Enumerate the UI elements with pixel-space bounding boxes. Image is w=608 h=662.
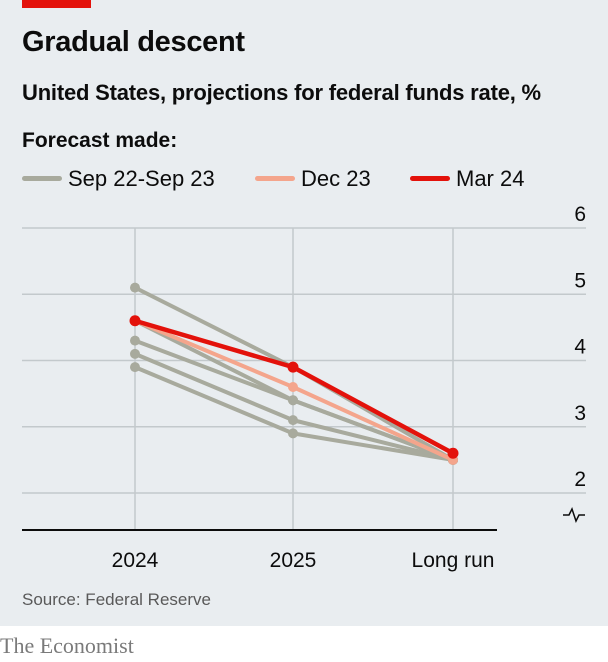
source-note: Source: Federal Reserve — [22, 590, 211, 609]
data-point — [129, 315, 141, 327]
x-tick-label: Long run — [412, 549, 495, 572]
brand-accent-tag — [22, 0, 91, 8]
data-point — [447, 447, 459, 459]
y-tick-label: 3 — [574, 402, 586, 425]
legend-swatch — [410, 176, 450, 181]
y-tick-label: 4 — [574, 336, 586, 359]
data-point — [130, 335, 140, 346]
data-point — [288, 395, 298, 406]
y-tick-label: 2 — [574, 468, 586, 491]
data-point — [130, 282, 140, 293]
chart-panel: Gradual descent United States, projectio… — [0, 0, 608, 626]
publisher-logo: The Economist — [0, 633, 134, 658]
legend-label: Sep 22-Sep 23 — [68, 166, 215, 191]
data-point — [130, 362, 140, 373]
data-point — [288, 428, 298, 439]
chart-title: Gradual descent — [22, 26, 245, 58]
chart-subtitle: United States, projections for federal f… — [22, 80, 541, 105]
legend-title: Forecast made: — [22, 129, 178, 152]
line-chart: 6 5 4 3 2 2024 2025 Long run — [22, 203, 586, 572]
x-tick-label: 2025 — [270, 549, 317, 572]
x-tick-label: 2024 — [112, 549, 159, 572]
data-point — [288, 415, 298, 426]
y-tick-label: 5 — [574, 269, 586, 292]
legend-label: Mar 24 — [456, 166, 525, 191]
data-point — [287, 361, 299, 373]
axis-break-icon — [563, 507, 585, 523]
y-tick-label: 6 — [574, 203, 586, 226]
legend-swatch — [255, 176, 295, 181]
legend-swatch — [22, 176, 62, 181]
legend-label: Dec 23 — [301, 166, 371, 191]
data-point — [288, 382, 298, 392]
series-line-sep-22-sep-23-4 — [133, 365, 455, 462]
data-point — [130, 348, 140, 359]
